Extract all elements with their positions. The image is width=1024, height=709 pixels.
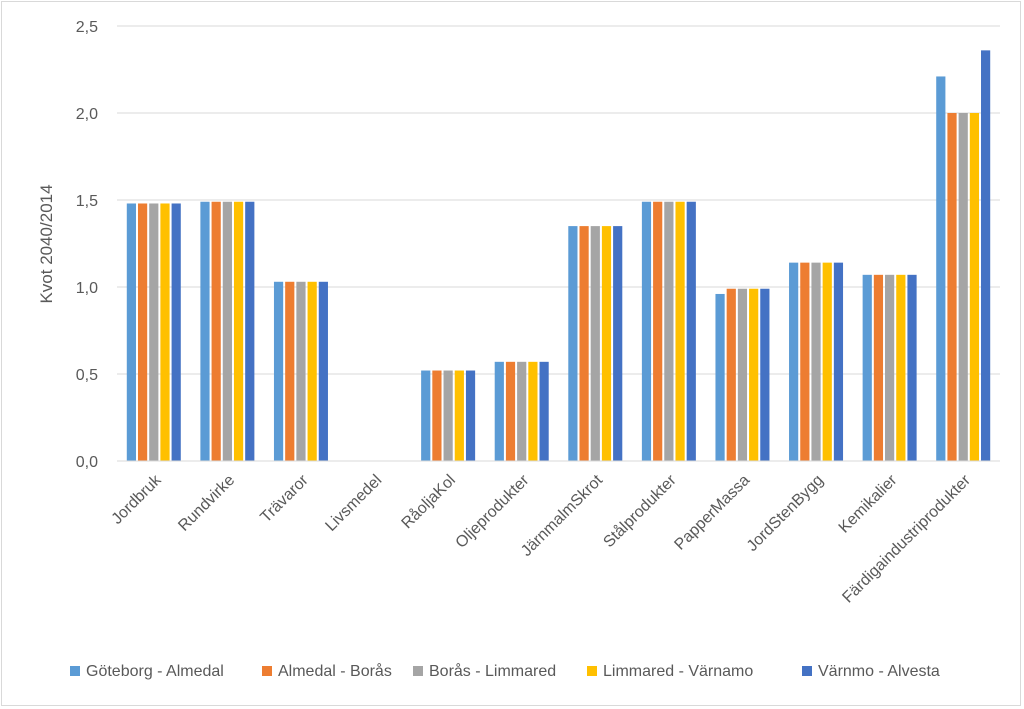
bar xyxy=(517,361,527,461)
bar xyxy=(285,281,295,461)
bar xyxy=(885,274,895,461)
bar xyxy=(737,288,748,461)
bar xyxy=(126,203,136,462)
bar xyxy=(936,76,946,462)
x-tick-label: Oljeprodukter xyxy=(453,471,533,551)
bar xyxy=(494,361,504,461)
bar xyxy=(641,201,652,462)
bars xyxy=(126,50,991,462)
bar xyxy=(715,293,725,461)
bar xyxy=(505,361,516,461)
bar xyxy=(749,288,759,461)
legend-label: Göteborg - Almedal xyxy=(86,663,224,680)
bar xyxy=(675,201,685,462)
bar xyxy=(222,201,232,462)
bar xyxy=(245,201,255,462)
x-tick-label: Stålprodukter xyxy=(600,471,680,551)
legend-swatch xyxy=(413,666,423,676)
bar xyxy=(160,203,170,462)
legend: Göteborg - Almedal Almedal - Borås Borås -… xyxy=(70,662,940,680)
bar xyxy=(273,281,284,461)
x-tick-label: JordStenBygg xyxy=(744,472,827,555)
bar xyxy=(686,201,696,462)
legend-swatch xyxy=(70,666,80,676)
bar xyxy=(958,113,968,461)
legend-label: Almedal - Borås xyxy=(278,662,392,680)
legend-label: Värnmo - Alvesta xyxy=(818,663,940,680)
bar xyxy=(579,226,589,461)
x-tick-label: Trävaror xyxy=(257,471,312,526)
bar xyxy=(789,262,799,461)
bar xyxy=(233,201,244,462)
bar xyxy=(171,203,181,462)
bar xyxy=(528,361,538,461)
bar xyxy=(443,370,453,461)
bar xyxy=(664,201,674,462)
bar xyxy=(653,201,663,462)
legend-label: Limmared - Värnamo xyxy=(603,663,753,680)
x-tick-label: Rundvirke xyxy=(175,472,238,535)
bar xyxy=(421,370,431,461)
x-axis-ticks: Jordbruk Rundvirke Trävaror Livsmedel Råolja… xyxy=(109,471,975,607)
bar xyxy=(137,203,148,462)
bar xyxy=(981,50,991,462)
bar xyxy=(318,281,328,461)
bar xyxy=(822,262,832,461)
legend-swatch xyxy=(262,666,272,676)
bar xyxy=(896,274,906,461)
bar xyxy=(833,262,844,461)
bar xyxy=(800,262,810,461)
x-tick-label: RåoljaKol xyxy=(398,471,459,532)
bar xyxy=(432,370,442,461)
bar xyxy=(907,274,917,461)
bar xyxy=(601,226,612,461)
bar xyxy=(726,288,736,461)
y-axis-label: Kvot 2040/2014 xyxy=(37,184,56,303)
y-tick-label: 2,5 xyxy=(76,19,98,36)
bar xyxy=(969,113,980,461)
bar xyxy=(811,262,821,461)
bar xyxy=(296,281,306,461)
y-tick-label: 1,5 xyxy=(76,193,98,210)
y-axis-ticks: 0,0 0,5 1,0 1,5 2,0 2,5 xyxy=(76,19,98,471)
gridlines xyxy=(117,25,1000,375)
bar xyxy=(760,288,770,461)
y-tick-label: 1,0 xyxy=(76,280,98,297)
bar xyxy=(149,203,159,462)
bar xyxy=(211,201,221,462)
bar xyxy=(590,226,600,461)
x-tick-label: Livsmedel xyxy=(322,472,385,535)
bar xyxy=(307,281,317,461)
bar xyxy=(947,113,957,461)
y-tick-label: 0,0 xyxy=(76,454,98,471)
x-tick-label: Jordbruk xyxy=(109,471,166,528)
bar xyxy=(568,226,578,461)
bar xyxy=(539,361,549,461)
bar xyxy=(613,226,623,461)
legend-label: Borås - Limmared xyxy=(429,662,556,680)
bar xyxy=(454,370,464,461)
y-tick-label: 2,0 xyxy=(76,106,98,123)
x-tick-label: Kemikalier xyxy=(836,471,901,536)
x-tick-label: Färdigaindustriprodukter xyxy=(839,471,974,606)
x-tick-label: PapperMassa xyxy=(671,472,753,554)
bar xyxy=(873,274,884,461)
legend-swatch xyxy=(802,666,812,676)
bar xyxy=(200,201,210,462)
y-tick-label: 0,5 xyxy=(76,367,98,384)
legend-swatch xyxy=(587,666,597,676)
bar xyxy=(465,370,476,461)
bar xyxy=(862,274,872,461)
